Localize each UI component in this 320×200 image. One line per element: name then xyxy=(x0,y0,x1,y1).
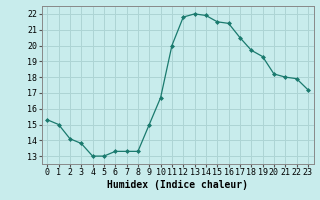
X-axis label: Humidex (Indice chaleur): Humidex (Indice chaleur) xyxy=(107,180,248,190)
